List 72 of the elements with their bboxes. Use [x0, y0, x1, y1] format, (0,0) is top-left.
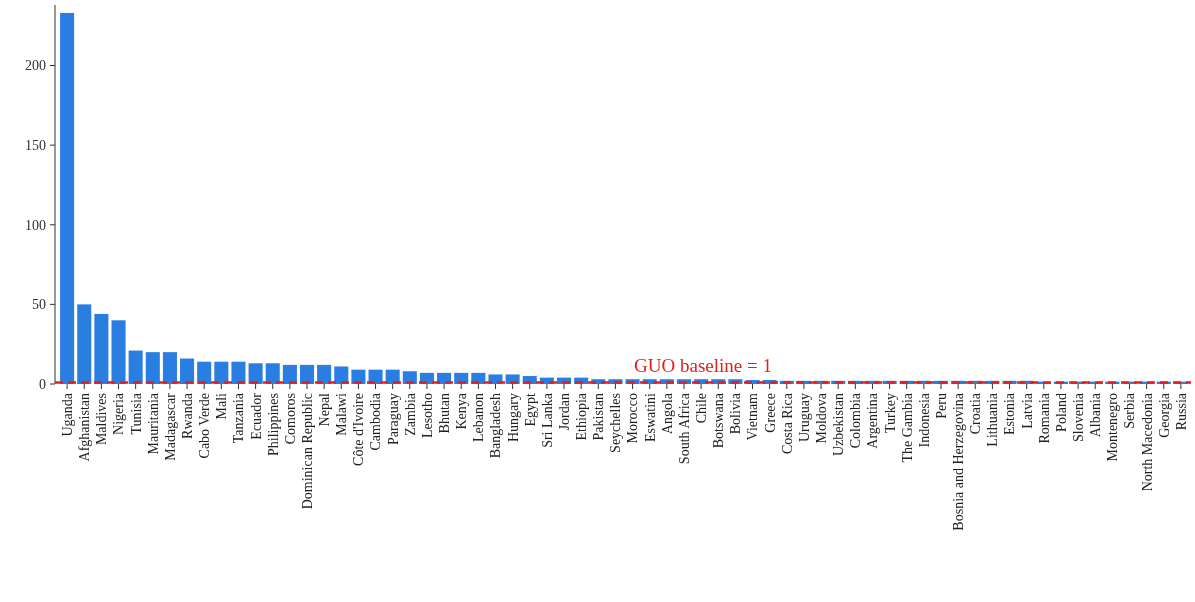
- x-tick-label: Rwanda: [179, 392, 195, 439]
- x-tick-label: Lebanon: [471, 393, 487, 442]
- ref-line-label: GUO baseline = 1: [634, 355, 772, 377]
- x-tick-label: Maldives: [94, 393, 110, 446]
- x-tick-label: Serbia: [1122, 392, 1138, 429]
- x-tick-label: Sri Lanka: [539, 392, 555, 448]
- x-tick-label: Georgia: [1156, 392, 1172, 438]
- x-tick-label: Botswana: [711, 392, 727, 449]
- x-tick-label: Egypt: [522, 392, 538, 427]
- x-tick-label: Eswatini: [642, 392, 658, 442]
- x-tick-label: Latvia: [1019, 392, 1035, 429]
- x-tick-label: Hungary: [505, 393, 521, 442]
- x-tick-label: Nepal: [317, 392, 333, 427]
- x-tick-label: Moldova: [813, 392, 829, 444]
- x-tick-label: Afghanistan: [77, 393, 93, 462]
- x-tick-label: Costa Rica: [779, 392, 795, 455]
- x-tick-label: Cambodia: [368, 392, 384, 451]
- x-tick-label: Vietnam: [745, 392, 761, 441]
- x-tick-label: Romania: [1036, 392, 1052, 444]
- x-tick-label: Lithuania: [985, 392, 1001, 447]
- x-tick-label: Montenegro: [1105, 393, 1121, 462]
- x-tick-label: South Africa: [676, 392, 692, 465]
- x-tick-label: Tunisia: [128, 392, 144, 435]
- x-tick-label: Cabo Verde: [197, 393, 213, 459]
- x-tick-label: Jordan: [556, 393, 572, 431]
- x-tick-label: Bolivia: [728, 392, 744, 435]
- x-tick-label: Seychelles: [608, 393, 624, 453]
- x-tick-label: Albania: [1088, 392, 1104, 438]
- x-tick-label: Morocco: [625, 393, 641, 444]
- x-tick-label: Colombia: [848, 392, 864, 449]
- x-tick-label: Madagascar: [162, 392, 178, 461]
- x-tick-label: Greece: [762, 393, 778, 433]
- x-tick-label: Indonesia: [916, 392, 932, 448]
- x-tick-label: Paraguay: [385, 393, 401, 446]
- x-tick-label: Côte d'Ivoire: [351, 393, 367, 466]
- x-tick-label: Bosnia and Herzegovina: [951, 392, 967, 531]
- x-tick-label: Comoros: [282, 393, 298, 445]
- x-tick-label: Uruguay: [796, 393, 812, 442]
- x-tick-label: Argentina: [865, 392, 881, 449]
- x-tick-label: Poland: [1053, 393, 1069, 432]
- x-tick-label: Pakistan: [591, 393, 607, 441]
- y-tick-label: 150: [25, 138, 46, 154]
- x-tick-label: Uganda: [60, 392, 76, 437]
- x-tick-label: Kenya: [454, 392, 470, 430]
- x-tick-label: Bhutan: [436, 393, 452, 434]
- x-tick-label: North Macedonia: [1139, 392, 1155, 492]
- x-tick-label: Ethiopia: [574, 392, 590, 441]
- y-tick-label: 200: [25, 58, 46, 74]
- x-tick-label: Croatia: [968, 392, 984, 435]
- y-tick-label: 100: [25, 217, 46, 233]
- x-tick-label: Dominican Republic: [299, 393, 315, 510]
- y-tick-label: 0: [39, 376, 46, 392]
- x-tick-label: Nigeria: [111, 392, 127, 435]
- x-tick-label: Zambia: [402, 392, 418, 436]
- x-tick-label: Peru: [933, 393, 949, 419]
- x-tick-label: Bangladesh: [488, 393, 504, 459]
- x-tick-label: Malawi: [334, 392, 350, 436]
- x-tick-label: The Gambia: [899, 392, 915, 463]
- y-tick-label: 50: [32, 297, 46, 313]
- x-tick-label: Mauritania: [145, 392, 161, 455]
- x-tick-label: Russia: [1173, 392, 1189, 431]
- x-tick-label: Mali: [214, 392, 230, 420]
- x-tick-label: Slovenia: [1070, 392, 1086, 442]
- x-tick-label: Chile: [694, 393, 710, 424]
- x-tick-label: Tanzania: [231, 392, 247, 444]
- x-tick-label: Uzbekistan: [831, 393, 847, 456]
- x-tick-label: Ecuador: [248, 392, 264, 440]
- x-tick-label: Philippines: [265, 393, 281, 457]
- x-tick-label: Turkey: [882, 393, 898, 433]
- x-tick-label: Lesotho: [419, 393, 435, 439]
- x-tick-label: Estonia: [1002, 392, 1018, 435]
- x-tick-label: Angola: [659, 392, 675, 435]
